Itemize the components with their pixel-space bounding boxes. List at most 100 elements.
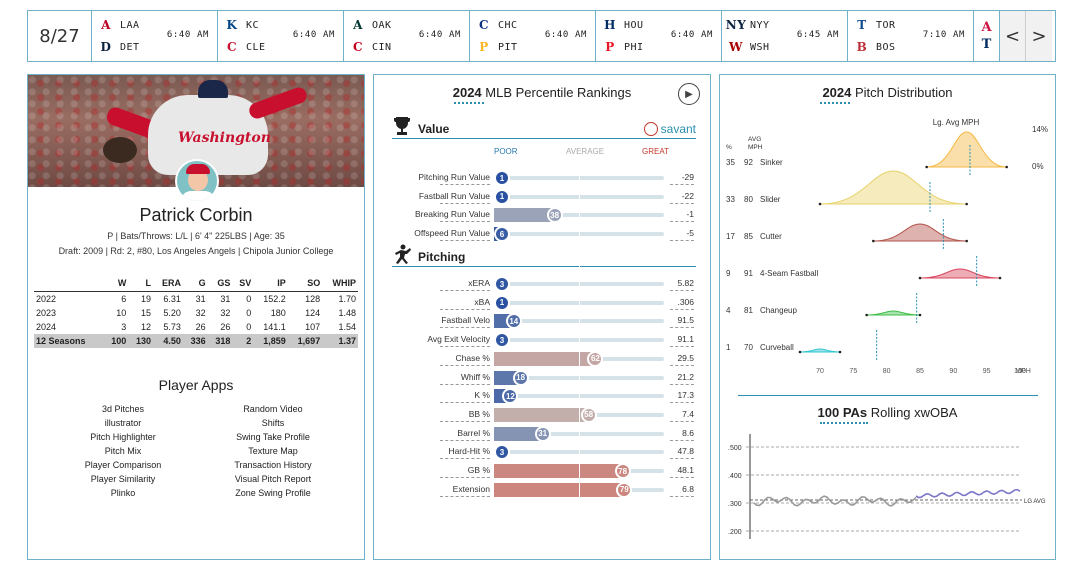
- player-app-link[interactable]: Zone Swing Profile: [235, 488, 311, 498]
- player-app-link[interactable]: Visual Pitch Report: [234, 474, 312, 484]
- title-underline: [454, 102, 484, 104]
- value-dash: [670, 308, 694, 310]
- game-cell[interactable]: NY NYY W WSH 6:45 AM: [722, 11, 848, 61]
- player-app-link[interactable]: Pitch Mix: [104, 446, 142, 456]
- pitch-mph: 91: [744, 269, 753, 278]
- percentile-bubble: 3: [494, 276, 510, 292]
- pitch-distribution-panel: 2024 Pitch Distribution Lg. Avg MPH AVG% M…: [719, 74, 1056, 560]
- value-dash: [670, 477, 694, 478]
- curve-endpoint: [872, 239, 875, 243]
- game-home: D DET: [98, 39, 140, 55]
- stats-header: L: [128, 275, 154, 292]
- pitch-mph: 70: [744, 343, 753, 352]
- table-row: 2022 6 19 6.31 31 31 0 152.2 128 1.70: [34, 292, 358, 307]
- team-logo-icon: H: [604, 18, 616, 32]
- pitch-name: Slider: [760, 195, 781, 204]
- table-cell: 26: [195, 322, 206, 332]
- player-app-link[interactable]: Texture Map: [248, 446, 298, 456]
- scoreboard-prev-button[interactable]: <: [1000, 11, 1026, 61]
- value-dash: [670, 458, 694, 460]
- game-cell[interactable]: K KC C CLE 6:40 AM: [218, 11, 344, 61]
- table-cell: 1.54: [338, 322, 356, 332]
- stats-header: WHIP: [322, 275, 358, 292]
- x-tick-label: 80: [883, 368, 891, 375]
- table-cell: 128: [305, 294, 321, 304]
- ranking-dash: [440, 327, 490, 329]
- player-app-link[interactable]: Swing Take Profile: [236, 432, 310, 442]
- game-cell[interactable]: A OAK C CIN 6:40 AM: [344, 11, 470, 61]
- percentile-bubble: 1: [494, 294, 510, 311]
- col-header-avg: AVG: [748, 136, 761, 143]
- ranking-label: Pitching Run Value: [418, 172, 490, 182]
- table-cell: 3: [121, 322, 127, 332]
- ranking-row: Pitching Run Value 1 -29: [374, 169, 710, 187]
- stats-header: SV: [232, 275, 254, 292]
- table-cell: 10: [116, 308, 127, 318]
- pitch-dist-title: 2024 Pitch Distribution: [720, 85, 1055, 100]
- game-cell[interactable]: C CHC P PIT 6:40 AM: [470, 11, 596, 61]
- player-app-link[interactable]: Transaction History: [234, 460, 312, 470]
- player-app-link[interactable]: Random Video: [243, 404, 303, 414]
- table-cell: 2: [232, 334, 254, 348]
- pitch-row: 4 81 Changeup: [726, 293, 922, 323]
- x-tick-label: 95: [983, 368, 991, 375]
- pitch-mph: 80: [744, 195, 753, 204]
- play-icon[interactable]: ▶: [678, 83, 700, 105]
- player-app-link[interactable]: Player Comparison: [84, 460, 162, 470]
- table-cell: 2024: [36, 322, 57, 332]
- table-cell: 1,697: [287, 334, 323, 348]
- ranking-dash: [440, 221, 490, 223]
- game-cell[interactable]: A LAA D DET 6:40 AM: [92, 11, 218, 61]
- pitch-pct: 35: [726, 158, 735, 167]
- player-app-link[interactable]: Shifts: [261, 418, 285, 428]
- game-away: H HOU: [602, 17, 644, 33]
- table-cell: 5.73: [163, 322, 181, 332]
- game-home: C CLE: [224, 39, 266, 55]
- pitch-row: 35 92 Sinker: [726, 131, 1008, 175]
- trophy-icon: [392, 116, 412, 136]
- team-logo-icon: C: [478, 18, 490, 32]
- player-app-link[interactable]: Pitch Highlighter: [90, 432, 156, 442]
- pitch-dist-title-year: 2024: [822, 85, 852, 100]
- ranking-bar: [494, 426, 547, 441]
- game-cell[interactable]: H HOU P PHI 6:40 AM: [596, 11, 722, 61]
- away-team-abbr: KC: [246, 19, 260, 31]
- pitch-pct: 9: [726, 269, 731, 278]
- rankings-title-rest: MLB Percentile Rankings: [485, 85, 632, 100]
- ranking-value: 7.4: [682, 408, 694, 419]
- player-app-link[interactable]: 3d Pitches: [101, 404, 145, 414]
- scoreboard-next-button[interactable]: >: [1026, 11, 1052, 61]
- ranking-bar: [494, 208, 559, 223]
- ranking-dash: [440, 383, 490, 385]
- value-dash: [670, 402, 694, 404]
- y-tick-label: .300: [728, 501, 742, 508]
- player-app-link[interactable]: illustrator: [104, 418, 142, 428]
- game-away: A LAA: [98, 17, 140, 33]
- pitch-name: 4-Seam Fastball: [760, 269, 818, 278]
- pitch-density-curve: [873, 223, 967, 242]
- player-app-link[interactable]: Player Similarity: [90, 474, 156, 484]
- player-hero-image: Washington: [28, 75, 364, 187]
- xwoba-chart: .500 .400 .300 .200 LG AVG: [728, 434, 1046, 539]
- ranking-label: Avg Exit Velocity: [427, 334, 490, 345]
- xwoba-title: 100 PAs Rolling xwOBA: [720, 405, 1055, 420]
- table-cell: 2023: [36, 308, 57, 318]
- ranking-value: 29.5: [677, 352, 694, 363]
- ranking-value: -1: [686, 209, 694, 220]
- pitch-row: 33 80 Slider: [726, 170, 968, 212]
- percentile-bubble: 12: [502, 388, 519, 405]
- curve-endpoint: [998, 276, 1002, 280]
- player-app-link[interactable]: Plinko: [110, 488, 136, 498]
- y-tick-label: .500: [728, 445, 742, 452]
- table-cell: 0: [246, 322, 252, 332]
- game-cell[interactable]: T TOR B BOS 7:10 AM: [848, 11, 974, 61]
- table-cell: 1.70: [338, 294, 356, 304]
- x-tick-label: 85: [916, 368, 924, 375]
- stats-header: W: [103, 275, 129, 292]
- savant-link[interactable]: savant: [643, 122, 696, 136]
- lg-avg-label: LG AVG: [1024, 499, 1046, 505]
- ranking-value: 47.8: [677, 446, 694, 457]
- section-value-label: Value: [418, 122, 450, 136]
